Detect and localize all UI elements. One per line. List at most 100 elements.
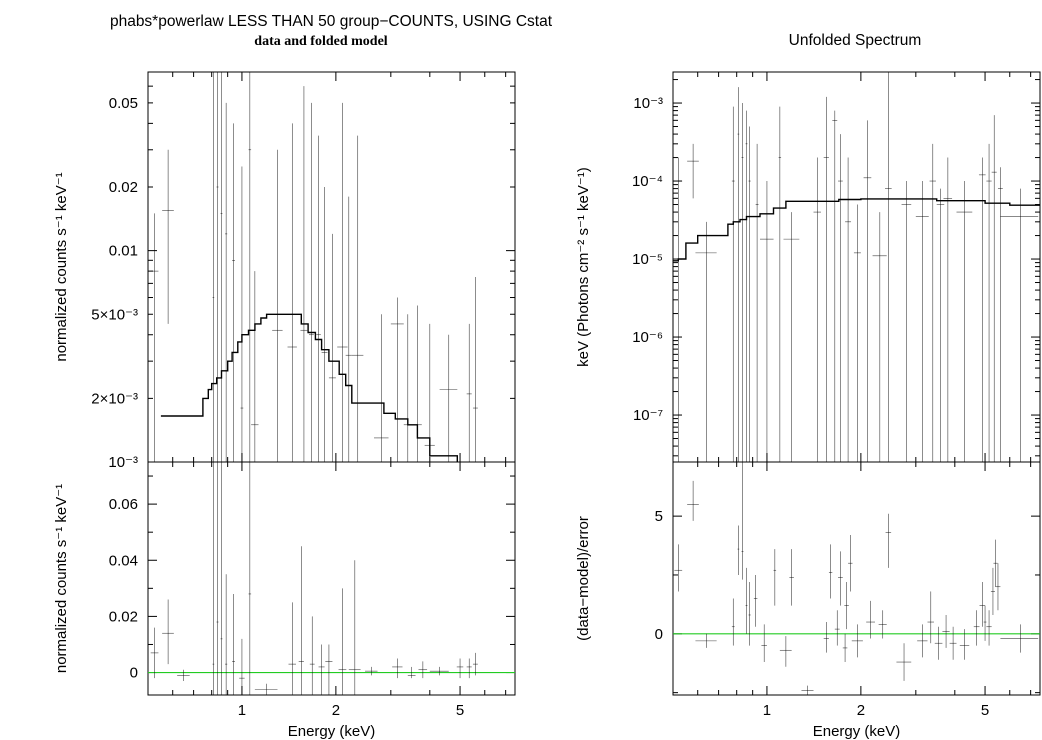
- data-point: [844, 582, 849, 630]
- data-point: [813, 157, 821, 462]
- data-point: [778, 106, 782, 462]
- counts-residual-panel: 0.06 0.04 0.02 0 normalized counts s⁻¹ keV⁻¹…: [53, 461, 516, 740]
- plot-frame: [147, 461, 516, 696]
- data-point: [309, 616, 315, 695]
- data-point: [748, 582, 751, 646]
- data-point: [456, 658, 464, 679]
- model-line: [673, 198, 1040, 262]
- data-point: [789, 549, 794, 606]
- data-point: [959, 629, 970, 660]
- data-point: [407, 666, 416, 679]
- data-point: [973, 610, 980, 646]
- data-point: [990, 567, 995, 615]
- data-point: [745, 110, 748, 462]
- y-axis-label: keV (Photons cm⁻² s⁻¹ keV⁻¹): [575, 167, 592, 367]
- data-point: [328, 233, 336, 462]
- data-point: [885, 72, 892, 462]
- data-point: [1000, 188, 1039, 462]
- model-line: [160, 313, 458, 462]
- data-point: [351, 135, 364, 462]
- data-point: [917, 624, 928, 658]
- data-point: [318, 644, 325, 695]
- data-point: [828, 544, 833, 599]
- data-point: [995, 563, 1001, 611]
- data-point: [687, 143, 699, 199]
- data-point: [936, 188, 945, 462]
- data-point: [823, 622, 829, 653]
- data-point: [986, 610, 992, 646]
- data-point: [348, 560, 361, 695]
- data-point: [979, 582, 986, 627]
- data-point: [403, 314, 412, 462]
- y-tick-label: 0.06: [109, 496, 138, 513]
- y-tick-label: 10⁻⁶: [632, 329, 663, 346]
- data-point: [212, 462, 215, 695]
- right-panel-title: Unfolded Spectrum: [789, 32, 922, 49]
- data-point: [345, 196, 352, 462]
- sigma-residual-panel: 5 0 (data−model)/error 1 2 5 Energy (keV): [575, 461, 1041, 740]
- data-point: [162, 599, 174, 665]
- data-point: [845, 157, 852, 462]
- data-point: [731, 598, 735, 646]
- data-point: [842, 633, 848, 663]
- data-point: [773, 549, 777, 606]
- x-axis-label: Energy (keV): [288, 723, 376, 740]
- data-point: [300, 86, 308, 462]
- data-point: [239, 638, 245, 695]
- data-point: [321, 187, 328, 462]
- y-tick-label: 0.02: [109, 179, 138, 196]
- y-tick-label: 0.05: [109, 95, 138, 112]
- y-tick-label: 0.01: [109, 243, 138, 260]
- data-point: [783, 212, 800, 462]
- data-point: [220, 462, 223, 695]
- y-tick-label: 10⁻⁵: [632, 251, 663, 268]
- x-tick-label: 1: [763, 702, 771, 719]
- data-point: [177, 669, 190, 681]
- data-point: [978, 157, 986, 462]
- data-point: [695, 221, 717, 462]
- data-point: [779, 636, 792, 667]
- plot-frame: [672, 461, 1041, 696]
- data-point: [287, 123, 297, 462]
- data-point: [838, 551, 843, 606]
- data-point: [150, 213, 159, 462]
- data-point: [225, 574, 228, 695]
- y-axis-label: normalized counts s⁻¹ keV⁻¹: [53, 484, 70, 673]
- data-point: [225, 102, 228, 462]
- data-point: [741, 103, 744, 462]
- data-point: [251, 271, 259, 462]
- y-tick-label: 2×10⁻³: [91, 390, 138, 407]
- data-point: [338, 588, 347, 695]
- data-point: [823, 96, 829, 462]
- data-point: [755, 143, 759, 462]
- data-point: [986, 143, 992, 462]
- data-point: [737, 525, 740, 575]
- y-tick-label: 5: [655, 508, 663, 525]
- data-point: [834, 610, 840, 646]
- y-tick-label: 10⁻⁷: [633, 407, 663, 424]
- data-point: [801, 685, 814, 695]
- data-point: [885, 513, 892, 568]
- data-point: [298, 546, 304, 695]
- x-tick-label: 5: [981, 702, 989, 719]
- data-point: [753, 574, 758, 627]
- data-point: [374, 314, 389, 462]
- data-point: [429, 666, 449, 676]
- data-point: [866, 600, 876, 639]
- data-point: [288, 602, 296, 695]
- data-point: [316, 135, 321, 462]
- data-point: [216, 72, 219, 462]
- data-point: [838, 134, 843, 462]
- data-point: [901, 181, 912, 462]
- data-point: [472, 652, 478, 676]
- data-point: [853, 204, 861, 462]
- data-point: [439, 334, 458, 462]
- data-point: [956, 181, 973, 462]
- data-point: [687, 480, 699, 521]
- data-point: [745, 567, 748, 634]
- data-point: [466, 323, 472, 462]
- x-tick-label: 2: [332, 702, 340, 719]
- data-point: [949, 626, 957, 660]
- data-point: [991, 115, 997, 462]
